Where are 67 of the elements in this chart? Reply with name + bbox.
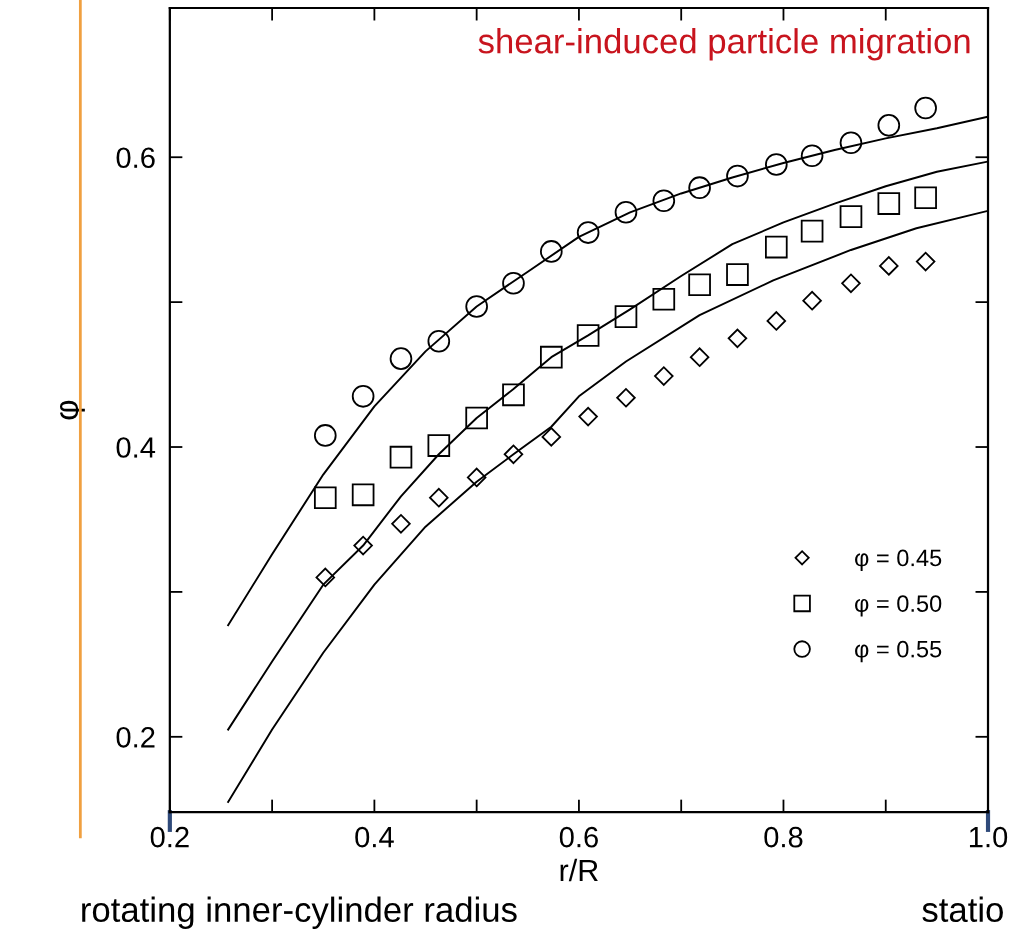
point bbox=[726, 263, 749, 286]
point bbox=[313, 424, 337, 447]
point bbox=[839, 205, 863, 228]
point bbox=[351, 483, 375, 507]
point bbox=[764, 235, 788, 259]
text: statio bbox=[922, 896, 1003, 923]
point bbox=[654, 366, 674, 386]
point bbox=[578, 406, 598, 427]
point bbox=[877, 114, 901, 137]
point bbox=[429, 487, 449, 508]
point bbox=[877, 192, 901, 215]
point bbox=[353, 535, 373, 556]
point bbox=[389, 445, 413, 469]
point bbox=[313, 486, 337, 510]
point bbox=[914, 186, 937, 210]
x-tick-label: 0.4 bbox=[355, 826, 394, 848]
point bbox=[764, 153, 788, 176]
y-tick-label: 0.4 bbox=[116, 437, 156, 458]
point bbox=[879, 256, 899, 276]
point bbox=[616, 388, 636, 408]
point bbox=[802, 290, 822, 311]
text: rotating inner-cylinder radius bbox=[82, 896, 517, 929]
point bbox=[502, 383, 525, 407]
x-tick-label: 1.0 bbox=[969, 826, 1008, 848]
y-axis-title: φ bbox=[59, 400, 85, 420]
point bbox=[915, 251, 936, 272]
point bbox=[541, 427, 562, 447]
point bbox=[466, 467, 487, 488]
point bbox=[576, 221, 600, 244]
point bbox=[427, 434, 451, 457]
point bbox=[839, 131, 863, 155]
x-tick-label: 0.6 bbox=[559, 826, 598, 848]
legend-label: φ = 0.45 bbox=[855, 549, 942, 571]
point bbox=[766, 311, 787, 331]
y-tick-label: 0.6 bbox=[116, 147, 155, 169]
text: shear-induced particle migration bbox=[478, 28, 970, 61]
point bbox=[688, 176, 711, 199]
point bbox=[800, 219, 824, 243]
point bbox=[465, 295, 488, 318]
point bbox=[841, 273, 861, 294]
legend-label: φ = 0.55 bbox=[855, 640, 942, 663]
point bbox=[391, 514, 411, 534]
point bbox=[726, 164, 749, 188]
x-axis-title: r/R bbox=[560, 858, 598, 882]
point bbox=[914, 96, 937, 120]
point bbox=[315, 567, 336, 588]
point bbox=[614, 305, 638, 328]
legend-label: φ = 0.50 bbox=[855, 595, 942, 617]
y-tick-label: 0.2 bbox=[116, 727, 155, 748]
point bbox=[576, 324, 600, 347]
point bbox=[427, 329, 451, 353]
point bbox=[652, 287, 676, 311]
point bbox=[539, 345, 563, 369]
point bbox=[351, 384, 375, 408]
point bbox=[688, 273, 711, 297]
point bbox=[465, 406, 488, 430]
point bbox=[539, 240, 563, 263]
x-tick-label: 0.2 bbox=[150, 826, 189, 848]
point bbox=[503, 444, 524, 465]
point bbox=[389, 347, 413, 370]
x-tick-label: 0.8 bbox=[764, 826, 803, 848]
point bbox=[614, 200, 638, 224]
point bbox=[727, 328, 748, 349]
point bbox=[800, 144, 824, 168]
point bbox=[689, 347, 710, 367]
point bbox=[652, 189, 676, 213]
point bbox=[502, 271, 525, 295]
